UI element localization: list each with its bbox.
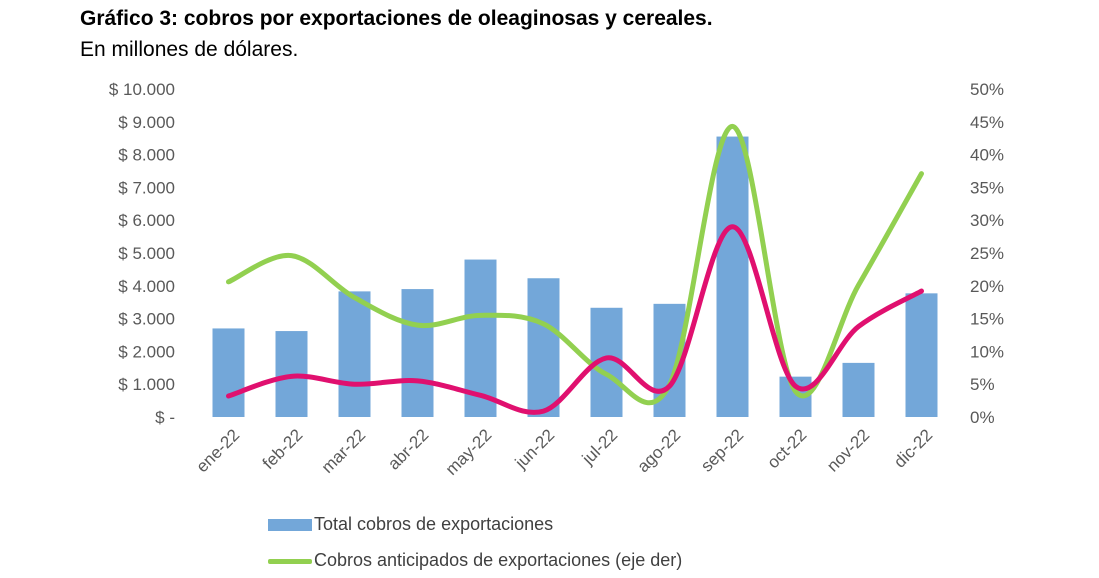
y-right-tick-label: 5% [970, 375, 995, 394]
y-left-tick-label: $ 7.000 [118, 178, 175, 197]
y-right-tick-label: 50% [970, 80, 1004, 99]
bar-abr-22 [401, 289, 434, 417]
chart-subtitle: En millones de dólares. [80, 38, 299, 61]
y-right-tick-label: 40% [970, 146, 1004, 165]
y-left-tick-label: $ 8.000 [118, 146, 175, 165]
bar-jun-22 [527, 278, 560, 417]
x-tick-label: ene-22 [192, 425, 243, 476]
legend-label-bars: Total cobros de exportaciones [314, 514, 554, 534]
legend-swatch-bars [268, 519, 312, 532]
y-left-tick-label: $ 9.000 [118, 113, 175, 132]
y-left-tick-label: $ 10.000 [109, 80, 175, 99]
x-tick-label: mar-22 [318, 425, 370, 477]
y-right-tick-label: 30% [970, 211, 1004, 230]
x-tick-label: abr-22 [384, 425, 432, 473]
y-left-tick-label: $ 4.000 [118, 277, 175, 296]
y-right-tick-label: 15% [970, 310, 1004, 329]
y-right-tick-label: 45% [970, 113, 1004, 132]
y-right-tick-label: 25% [970, 244, 1004, 263]
bar-sep-22 [716, 136, 749, 417]
x-tick-label: sep-22 [697, 425, 747, 475]
x-tick-label: feb-22 [259, 425, 307, 473]
y-left-tick-label: $ 2.000 [118, 342, 175, 361]
y-right-tick-label: 20% [970, 277, 1004, 296]
bar-mar-22 [338, 291, 371, 417]
bar-ene-22 [212, 328, 245, 417]
legend-swatch-line [268, 558, 312, 564]
x-tick-label: may-22 [442, 425, 496, 479]
x-tick-label: dic-22 [890, 425, 936, 471]
line-series-green [226, 123, 924, 406]
y-right-tick-label: 35% [970, 178, 1004, 197]
x-tick-label: jul-22 [578, 425, 622, 469]
legend-item-bars: Total cobros de exportaciones [268, 514, 553, 535]
y-left-tick-label: $ 3.000 [118, 310, 175, 329]
y-left-tick-label: $ - [155, 408, 175, 427]
y-right-tick-label: 0% [970, 408, 995, 427]
y-left-tick-label: $ 5.000 [118, 244, 175, 263]
x-tick-label: jun-22 [511, 425, 559, 473]
bar-dic-22 [905, 293, 938, 417]
line-series-magenta [226, 224, 924, 415]
bar-nov-22 [842, 362, 875, 417]
y-left-tick-label: $ 1.000 [118, 375, 175, 394]
legend-label-line: Cobros anticipados de exportaciones (eje… [314, 550, 683, 570]
x-tick-label: nov-22 [823, 425, 873, 475]
y-right-tick-label: 10% [970, 342, 1004, 361]
chart-title: Gráfico 3: cobros por exportaciones de o… [80, 7, 713, 30]
y-left-tick-label: $ 6.000 [118, 211, 175, 230]
x-tick-label: ago-22 [633, 425, 684, 476]
x-tick-label: oct-22 [763, 425, 810, 472]
legend-item-line: Cobros anticipados de exportaciones (eje… [268, 550, 682, 571]
